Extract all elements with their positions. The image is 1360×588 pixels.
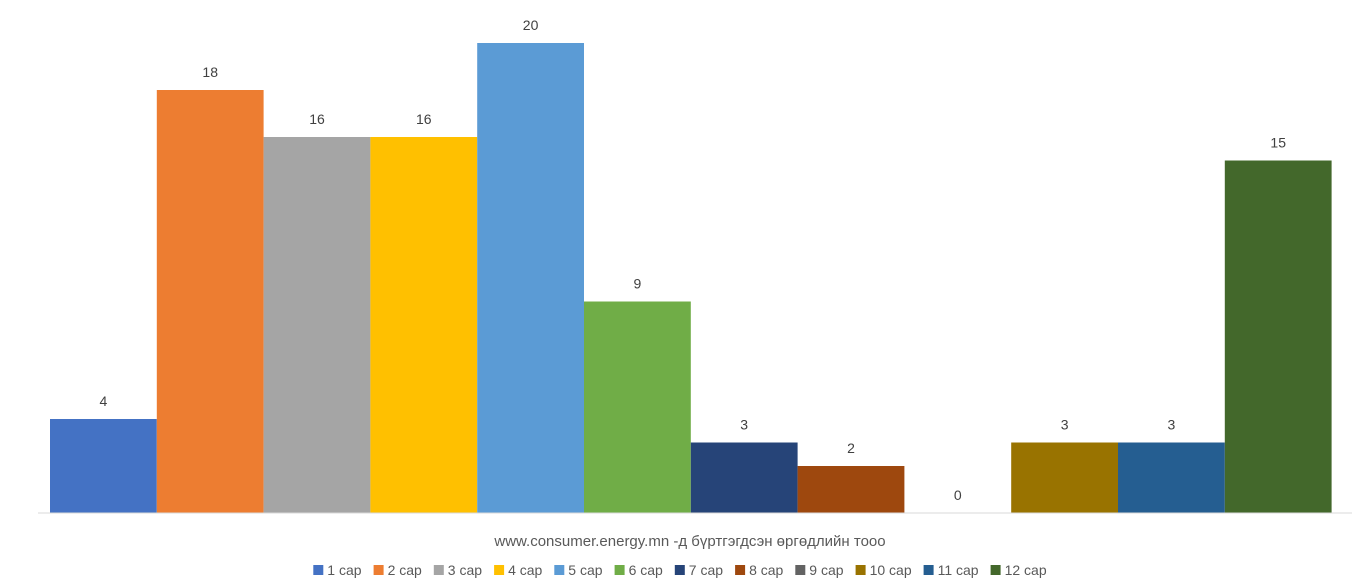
legend-swatch: [990, 565, 1001, 575]
legend-label: 5 сар: [568, 562, 602, 578]
legend-item-8: 8 сар: [735, 562, 784, 578]
data-label-10: 3: [1061, 417, 1069, 433]
data-label-8: 2: [847, 440, 855, 456]
legend-swatch: [373, 565, 384, 575]
data-label-12: 15: [1270, 135, 1286, 151]
legend-item-12: 12 сар: [990, 562, 1047, 578]
bar-4: [370, 137, 478, 513]
legend-item-4: 4 сар: [494, 562, 543, 578]
data-label-11: 3: [1168, 417, 1176, 433]
legend-item-10: 10 сар: [855, 562, 912, 578]
legend-swatch: [674, 565, 685, 575]
data-label-3: 16: [309, 111, 325, 127]
legend-item-9: 9 сар: [795, 562, 844, 578]
legend-swatch: [795, 565, 806, 575]
legend-label: 2 сар: [388, 562, 422, 578]
legend-label: 9 сар: [809, 562, 843, 578]
legend-item-2: 2 сар: [373, 562, 422, 578]
bar-1: [50, 419, 157, 513]
data-label-1: 4: [100, 393, 108, 409]
bar-11: [1118, 442, 1225, 513]
bar-5: [477, 43, 584, 513]
legend-swatch: [923, 565, 934, 575]
legend-swatch: [494, 565, 505, 575]
bar-8: [797, 466, 905, 513]
legend-label: 11 сар: [938, 562, 979, 578]
legend-label: 12 сар: [1005, 562, 1047, 578]
legend-swatch: [554, 565, 565, 575]
data-label-4: 16: [416, 111, 432, 127]
legend-label: 1 сар: [327, 562, 361, 578]
data-label-7: 3: [740, 417, 748, 433]
legend-item-7: 7 сар: [674, 562, 723, 578]
data-label-6: 9: [634, 276, 642, 292]
bar-2: [156, 90, 264, 513]
legend-label: 8 сар: [749, 562, 783, 578]
legend-swatch: [433, 565, 444, 575]
legend-item-11: 11 сар: [923, 562, 979, 578]
bar-12: [1224, 160, 1332, 513]
legend: 1 сар 2 сар 3 сар 4 сар 5 сар 6 сар 7 сар 8 сар…: [313, 562, 1047, 578]
data-label-9: 0: [954, 487, 962, 503]
legend-swatch: [855, 565, 866, 575]
bar-10: [1011, 442, 1118, 513]
legend-swatch: [614, 565, 625, 575]
legend-label: 6 сар: [629, 562, 663, 578]
data-label-2: 18: [202, 64, 218, 80]
legend-item-6: 6 сар: [614, 562, 663, 578]
bar-7: [690, 442, 798, 513]
legend-label: 3 сар: [448, 562, 482, 578]
legend-label: 4 сар: [508, 562, 542, 578]
legend-label: 7 сар: [689, 562, 723, 578]
legend-item-3: 3 сар: [433, 562, 482, 578]
bar-3: [263, 137, 371, 513]
legend-swatch: [735, 565, 746, 575]
x-axis-title: www.consumer.energy.mn -д бүртгэгдсэн өр…: [493, 533, 885, 550]
bars: [50, 43, 1332, 513]
data-label-5: 20: [523, 17, 539, 33]
legend-swatch: [313, 565, 324, 575]
legend-item-5: 5 сар: [554, 562, 603, 578]
legend-item-1: 1 сар: [313, 562, 362, 578]
bar-6: [584, 301, 691, 513]
legend-label: 10 сар: [870, 562, 912, 578]
